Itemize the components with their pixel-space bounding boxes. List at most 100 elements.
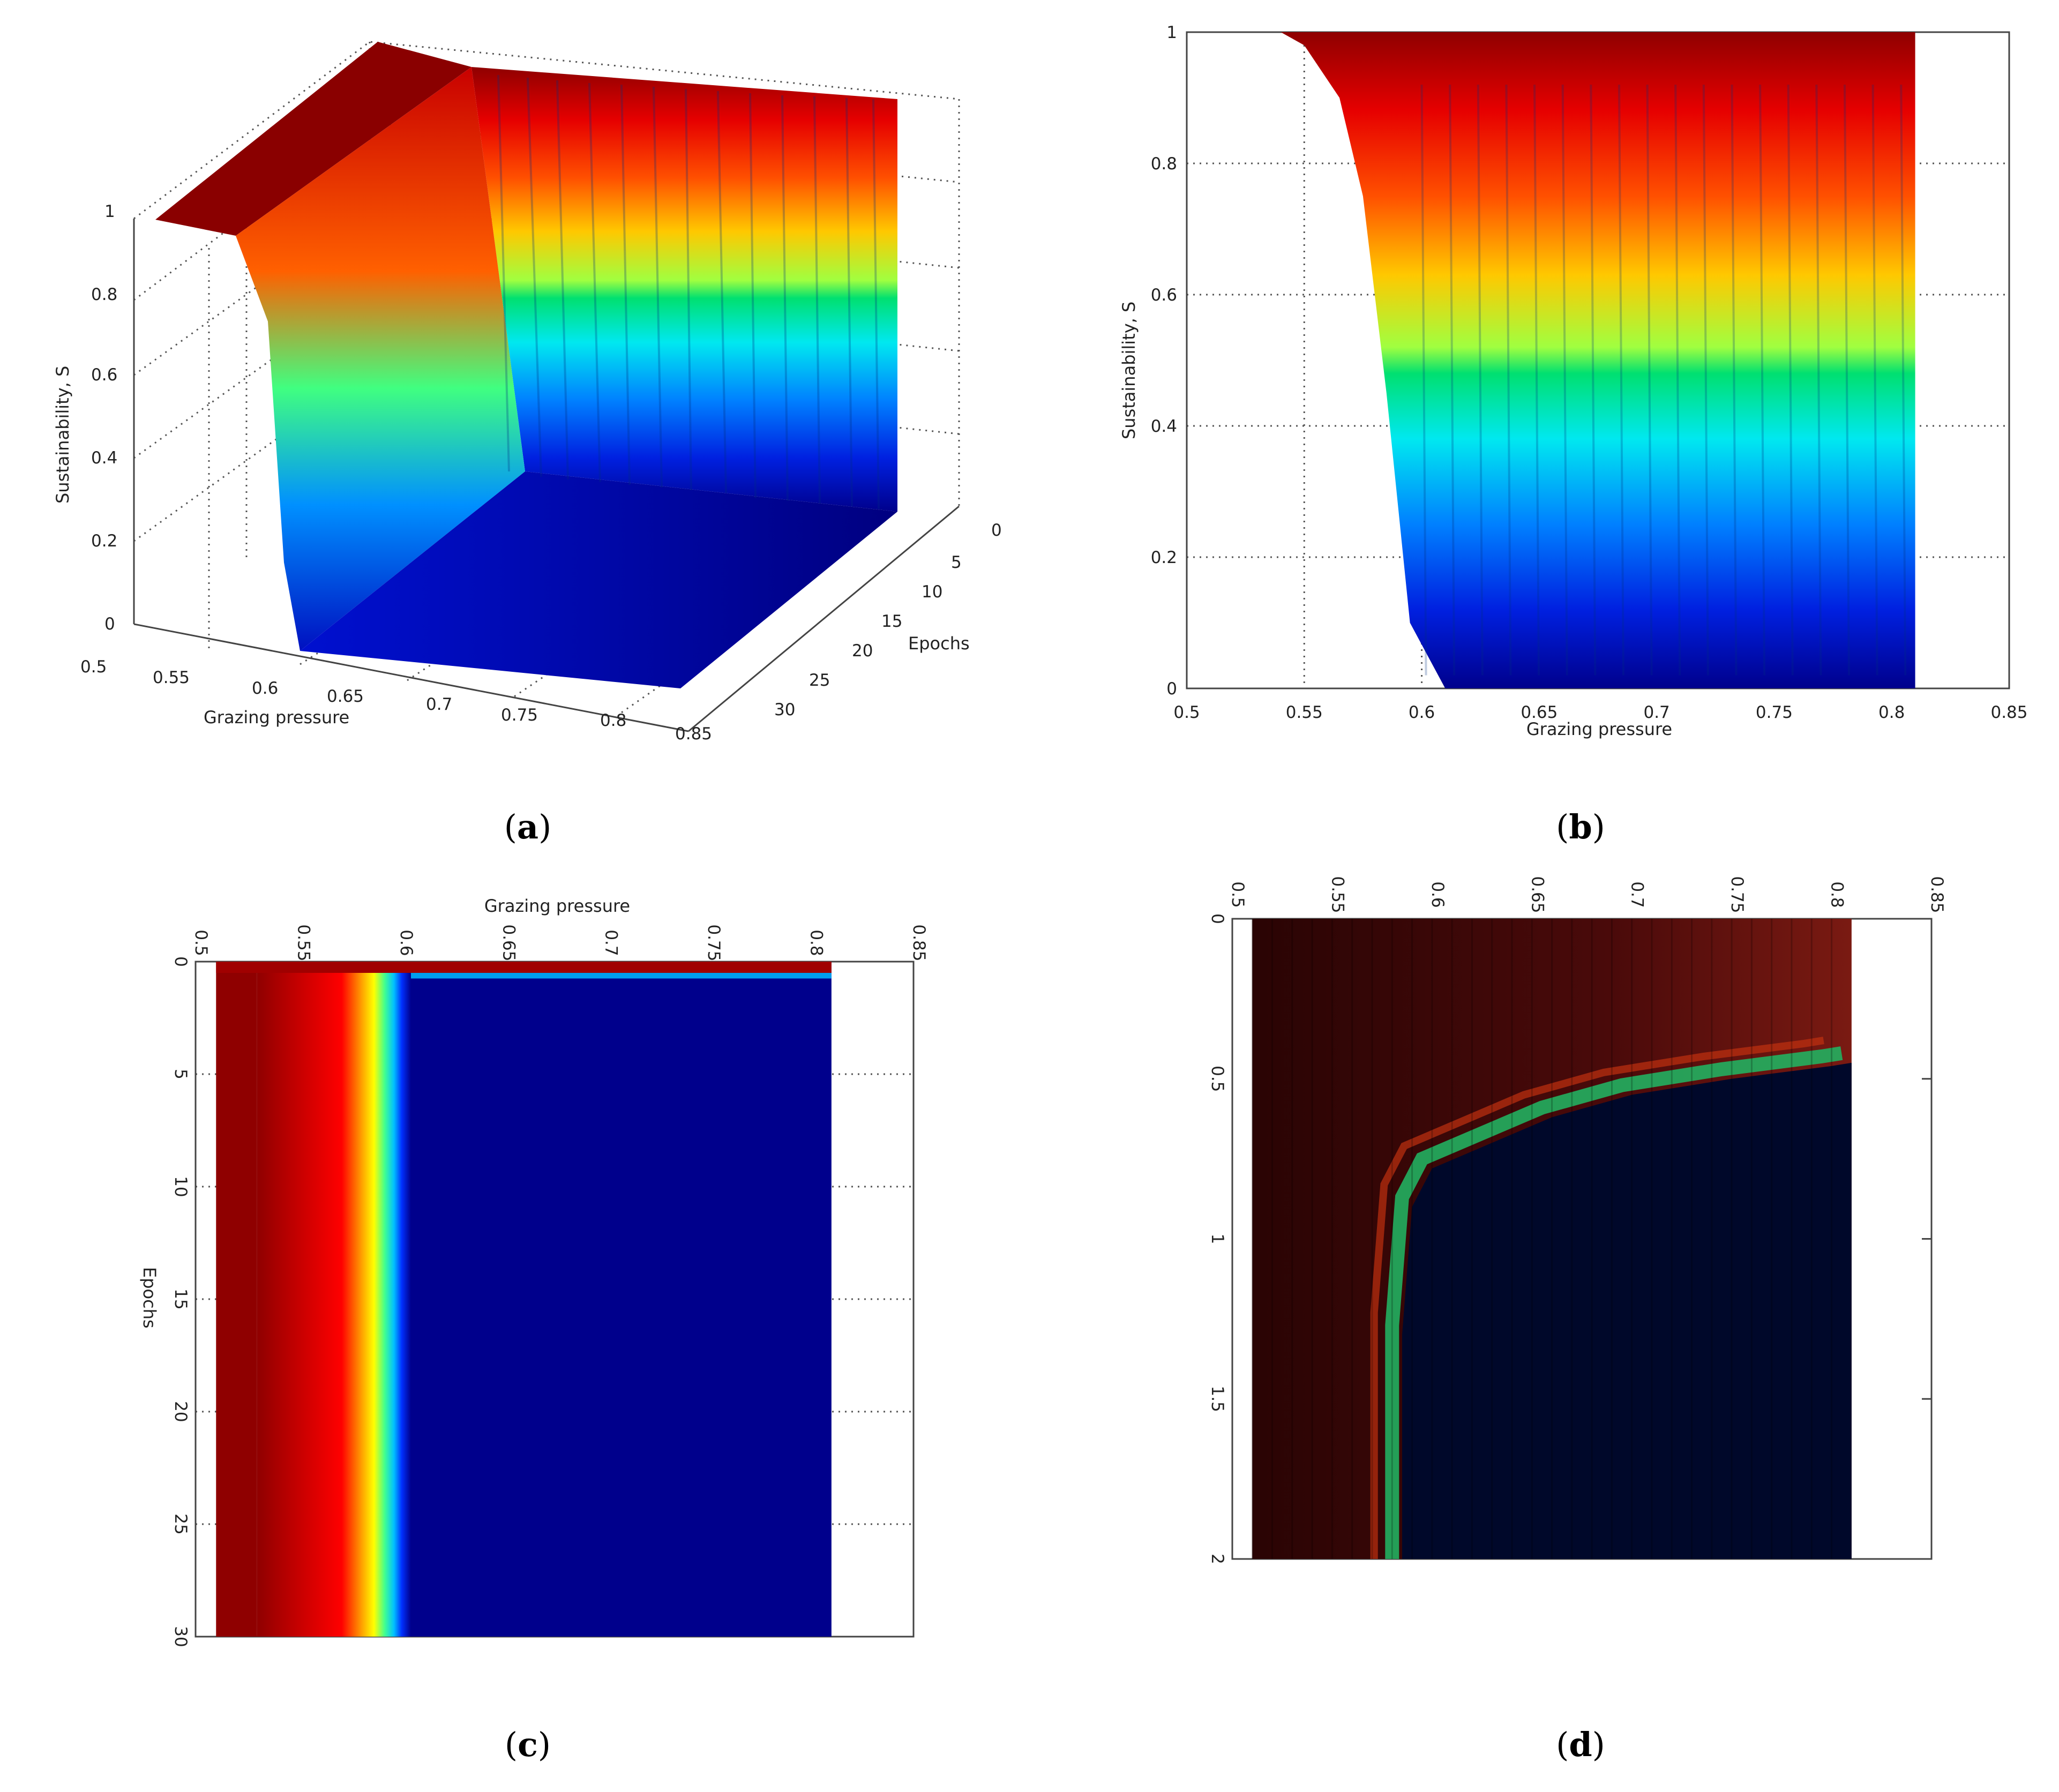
- panel-d-xtick: 0.85: [1927, 876, 1946, 913]
- panel-a-ytick: 10: [922, 582, 942, 602]
- panel-a-ytick: 25: [809, 671, 830, 690]
- panel-a-y-axis: [688, 505, 960, 732]
- panel-b-streak: [1731, 84, 1738, 676]
- panel-b-streaks: [1420, 84, 1907, 676]
- panel-b-caption: (b): [1556, 807, 1605, 846]
- panel-d-transition-edge-outer: [1370, 1037, 1824, 1559]
- panel-a-xtick: 0.55: [153, 668, 190, 687]
- panel-a-ytick: 30: [774, 700, 795, 719]
- panel-b-y-ticks: 0 0.2 0.4 0.6 0.8 1: [1151, 23, 1177, 699]
- panel-c-ytick: 30: [171, 1626, 190, 1647]
- panel-c-caption: (c): [505, 1725, 551, 1764]
- panel-b-streak: [1561, 84, 1568, 676]
- panel-c-xtick: 0.65: [499, 924, 518, 961]
- panel-b-streak: [1533, 84, 1540, 676]
- panel-c-ytick: 25: [171, 1513, 190, 1534]
- panel-a-ytick: 20: [852, 641, 873, 661]
- panel-a-ztick: 0.4: [91, 448, 117, 468]
- panel-c-heatmap: 0.5 0.55 0.6 0.65 0.7 0.75 0.8 0.85 0 5 10 15 20 25 3…: [139, 896, 929, 1764]
- panel-b-streak: [1871, 84, 1878, 676]
- panel-d-ytick: 1: [1208, 1234, 1227, 1244]
- panel-a-z-label: Sustainability, S: [53, 366, 73, 504]
- panel-a-floor: [300, 471, 897, 688]
- panel-d-xtick: 0.6: [1428, 881, 1447, 908]
- panel-d-xtick: 0.8: [1828, 881, 1847, 908]
- panel-a-streaks: [497, 74, 880, 509]
- panel-a-y-ticks: 0 5 10 15 20 25 30: [774, 521, 1002, 719]
- panel-d-ytick: 0: [1208, 913, 1227, 924]
- panel-c-xtick: 0.75: [704, 924, 723, 961]
- panel-b-streak: [1787, 84, 1794, 676]
- panel-a-ztick: 0.2: [91, 531, 117, 551]
- panel-b-streak: [1702, 84, 1709, 676]
- panel-b-ytick: 0: [1166, 679, 1177, 699]
- panel-b-xtick: 0.55: [1286, 703, 1323, 722]
- panel-b-xtick: 0.8: [1878, 703, 1905, 722]
- panel-b-x-ticks: 0.5 0.55 0.6 0.65 0.7 0.75 0.8 0.85: [1173, 703, 2027, 722]
- panel-a-caption: (a): [504, 807, 552, 846]
- panel-a-x-ticks: 0.5 0.55 0.6 0.65 0.7 0.75 0.8 0.85: [80, 657, 712, 744]
- panel-a-xtick: 0.75: [501, 706, 538, 725]
- panel-a-x-axis: [133, 623, 689, 732]
- panel-a-slope: [236, 67, 525, 651]
- panel-c-initial-epoch-band: [216, 962, 832, 973]
- panel-d-xtick: 0.7: [1628, 881, 1647, 908]
- panel-c-y-ticks: 0 5 10 15 20 25 30: [171, 956, 190, 1647]
- panel-b-ytick: 0.8: [1151, 154, 1177, 174]
- panel-d-xtick: 0.55: [1328, 876, 1347, 913]
- panel-c-xtick: 0.85: [909, 924, 929, 961]
- panel-c-sustainable-region: [216, 962, 257, 1637]
- panel-c-ytick: 5: [171, 1069, 190, 1079]
- panel-d-y-ticks: 0 0.5 1 1.5 2: [1208, 913, 1227, 1564]
- panel-a-ytick: 5: [951, 553, 962, 572]
- panel-d-xtick: 0.75: [1727, 876, 1747, 913]
- panel-d-caption: (d): [1556, 1725, 1605, 1764]
- panel-a-ztick: 1: [104, 202, 115, 221]
- panel-b-xtick: 0.5: [1173, 703, 1200, 722]
- panel-b-streak: [1646, 84, 1653, 676]
- panel-b-streak: [1420, 84, 1427, 676]
- panel-b-ytick: 0.6: [1151, 286, 1177, 305]
- panel-a-ytick: 0: [991, 521, 1002, 540]
- panel-a-xtick: 0.7: [426, 695, 452, 714]
- panel-c-x-label: Grazing pressure: [484, 896, 630, 916]
- panel-b-xtick: 0.85: [1990, 703, 2027, 722]
- panel-d-heatmap-zoom: 0.5 0.55 0.6 0.65 0.7 0.75 0.8 0.85 00.511.52 (…: [1208, 876, 1946, 1764]
- panel-a-surface-plot: 0 0.2 0.4 0.6 0.8 1 Sustainability, S 0.…: [53, 41, 1002, 846]
- panel-b-streak: [1674, 84, 1681, 676]
- panel-a-top-plateau: [155, 42, 471, 236]
- panel-d-transition-edge: [1385, 1046, 1843, 1559]
- panel-c-xtick: 0.7: [602, 929, 621, 956]
- panel-c-transition-band: [257, 962, 411, 1637]
- panel-b-ytick: 0.2: [1151, 548, 1177, 567]
- panel-b-streak: [1844, 84, 1850, 676]
- panel-b-surface-front-view: 0.5 0.55 0.6 0.65 0.7 0.75 0.8 0.85 00.20.40.60…: [1119, 23, 2028, 846]
- panel-c-xtick: 0.8: [807, 929, 826, 956]
- panel-b-streak: [1590, 84, 1597, 676]
- panel-a-ztick: 0.6: [91, 365, 117, 385]
- panel-b-streak: [1900, 84, 1907, 676]
- panel-a-x-label: Grazing pressure: [204, 707, 349, 728]
- panel-a-ytick: 15: [881, 612, 902, 631]
- panel-c-x-ticks: 0.5 0.55 0.6 0.65 0.7 0.75 0.8 0.85: [191, 924, 929, 961]
- panel-a-back-wall: [471, 67, 897, 512]
- panel-d-column-lines: [1251, 919, 1833, 1559]
- panel-b-streak: [1505, 84, 1512, 676]
- panel-a-xtick: 0.8: [600, 711, 626, 730]
- panel-a-z-ticks: 0 0.2 0.4 0.6 0.8 1: [91, 202, 117, 634]
- panel-b-streak: [1815, 84, 1822, 676]
- panel-b-xtick: 0.65: [1521, 703, 1558, 722]
- panel-a-ztick: 0.8: [91, 285, 117, 304]
- panel-c-ytick: 20: [171, 1401, 190, 1422]
- panel-b-xtick: 0.75: [1756, 703, 1793, 722]
- panel-b-xtick: 0.6: [1409, 703, 1435, 722]
- panel-b-ytick: 1: [1166, 23, 1177, 42]
- panel-d-ytick: 0.5: [1208, 1066, 1227, 1092]
- panel-a-y-label: Epochs: [908, 633, 970, 654]
- panel-b-ytick: 0.4: [1151, 417, 1177, 436]
- panel-c-y-label: Epochs: [139, 1267, 160, 1329]
- panel-d-ytick: 1.5: [1208, 1386, 1227, 1412]
- panel-c-ytick: 0: [171, 956, 190, 967]
- panel-c-collapsed-region: [411, 962, 832, 1637]
